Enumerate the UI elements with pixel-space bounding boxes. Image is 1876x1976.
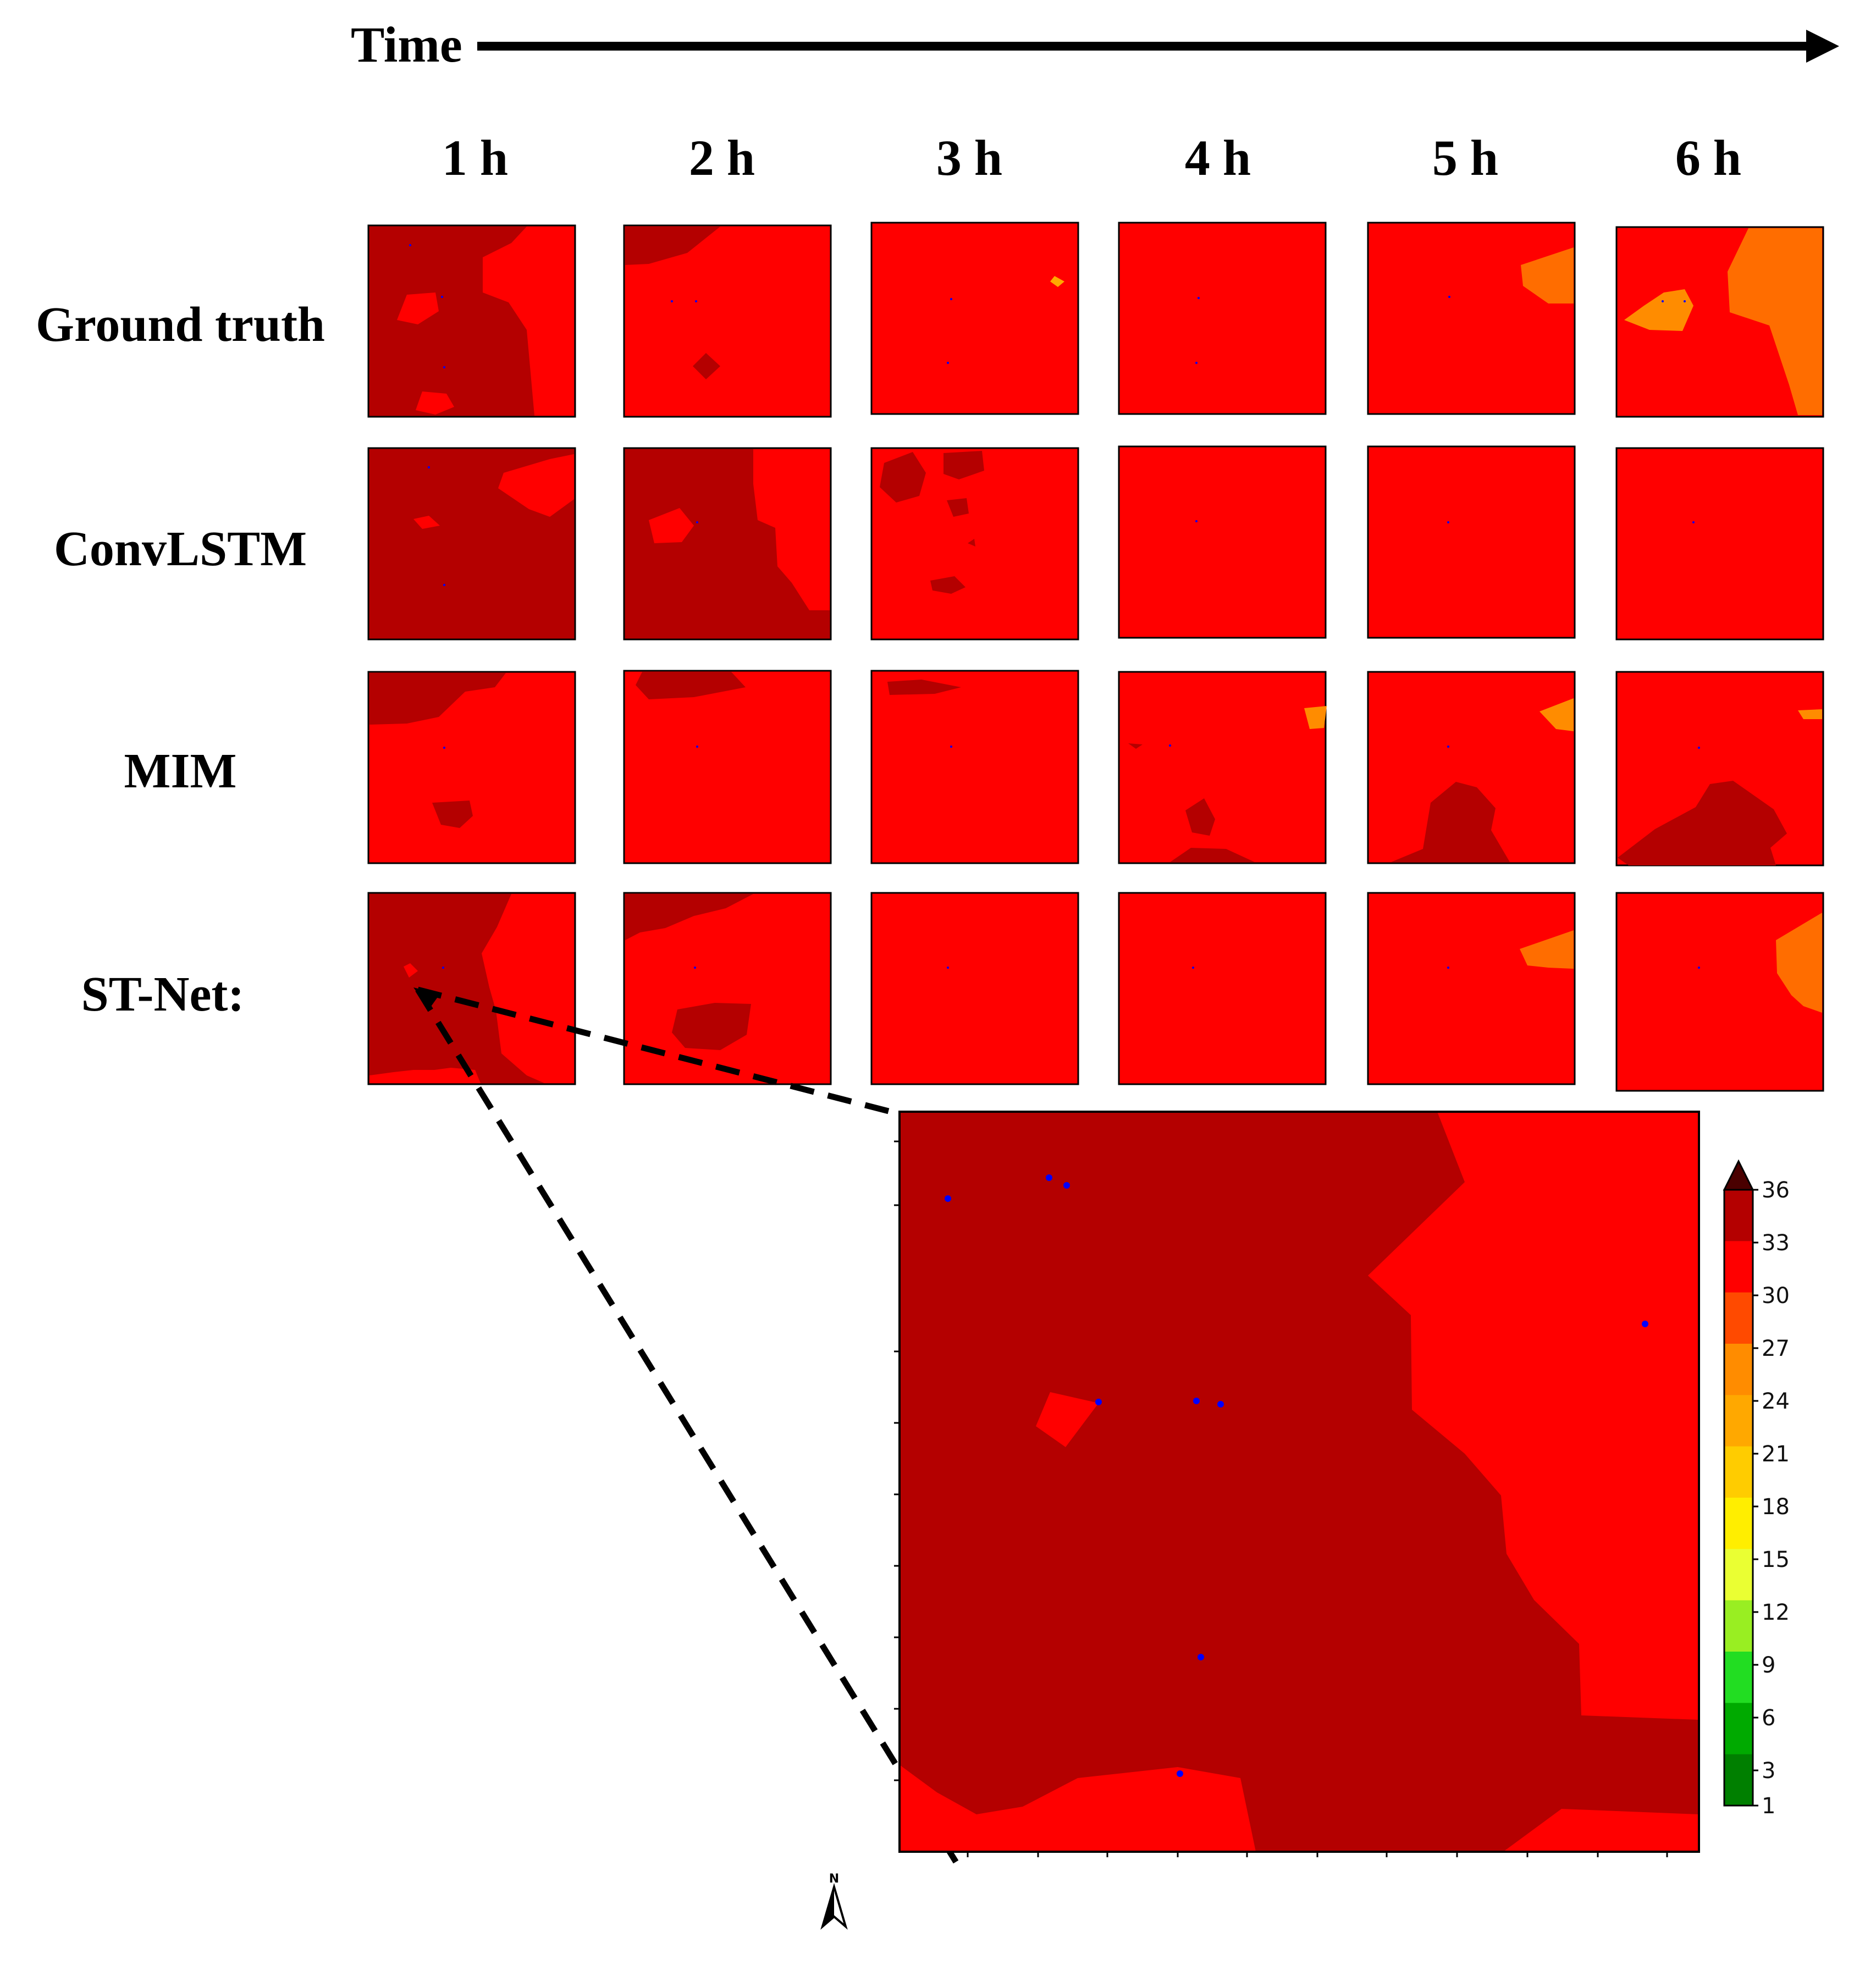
time-label: Time <box>351 16 462 73</box>
map-ground-truth-1h <box>367 224 576 418</box>
colorbar-tick-label: 18 <box>1762 1494 1790 1520</box>
colorbar-tick-label: 21 <box>1762 1442 1790 1467</box>
map-mim-3h <box>870 670 1079 864</box>
row-label-st-net: ST-Net: <box>81 967 245 1022</box>
map-st-net-6h <box>1615 892 1824 1092</box>
colorbar-frame <box>1723 1189 1754 1807</box>
map-ground-truth-6h <box>1615 226 1824 418</box>
map-mim-1h <box>367 671 576 864</box>
colorbar-tick-label: 30 <box>1762 1283 1790 1309</box>
colorbar-segment <box>1724 1498 1753 1549</box>
column-header-1h: 1 h <box>442 130 508 186</box>
map-ground-truth-5h <box>1367 222 1576 415</box>
map-convlstm-4h <box>1118 445 1327 639</box>
colorbar-segment <box>1724 1344 1753 1395</box>
colorbar-tick-label: 24 <box>1762 1389 1790 1414</box>
map-ground-truth-2h <box>623 224 832 418</box>
map-st-net-5h <box>1367 892 1576 1085</box>
colorbar-segment <box>1724 1754 1753 1806</box>
map-mim-4h <box>1118 671 1327 864</box>
map-convlstm-1h <box>367 447 576 641</box>
colorbar: 36 33 30 27 24 21 18 15 12 9 6 3 1 <box>1723 1159 1790 1819</box>
map-mim-2h <box>623 670 832 864</box>
colorbar-tick-label: 33 <box>1762 1230 1790 1256</box>
time-arrow-head <box>1806 30 1839 63</box>
map-st-net-2h <box>623 892 832 1085</box>
colorbar-tick-label: 1 <box>1762 1793 1775 1819</box>
column-header-6h: 6 h <box>1675 130 1741 186</box>
column-headers: 1 h 2 h 3 h 4 h 5 h 6 h <box>442 130 1741 186</box>
enlarged-map-axis-ticks <box>894 1140 1668 1857</box>
colorbar-tick-label: 6 <box>1762 1705 1775 1731</box>
colorbar-tick-label: 36 <box>1762 1178 1790 1203</box>
map-convlstm-5h <box>1367 445 1576 639</box>
map-mim-5h <box>1367 671 1576 864</box>
map-ground-truth-4h <box>1118 222 1327 415</box>
north-arrow: N <box>820 1872 848 1930</box>
colorbar-segment <box>1724 1395 1753 1447</box>
column-header-5h: 5 h <box>1432 130 1498 186</box>
zoom-indicator-lines <box>415 986 964 1867</box>
map-ground-truth-3h <box>870 222 1079 415</box>
colorbar-tick-label: 3 <box>1762 1758 1775 1784</box>
colorbar-tick-label: 15 <box>1762 1547 1790 1572</box>
map-convlstm-3h <box>870 447 1079 641</box>
map-convlstm-2h <box>623 447 832 641</box>
colorbar-segment <box>1724 1446 1753 1498</box>
column-header-4h: 4 h <box>1185 130 1251 186</box>
compass-icon-shade <box>823 1887 834 1927</box>
column-header-3h: 3 h <box>936 130 1002 186</box>
north-arrow-label: N <box>829 1872 839 1886</box>
column-header-2h: 2 h <box>689 130 755 186</box>
map-st-net-3h <box>870 892 1079 1085</box>
colorbar-segment <box>1724 1549 1753 1601</box>
colorbar-tick-label: 27 <box>1762 1336 1790 1361</box>
map-mim-6h <box>1615 671 1824 866</box>
colorbar-tick-label: 9 <box>1762 1653 1775 1678</box>
thumbnail-station-dots <box>409 244 1700 969</box>
colorbar-segment <box>1724 1190 1753 1241</box>
colorbar-segment <box>1724 1703 1753 1755</box>
row-labels: Ground truth ConvLSTM MIM ST-Net: <box>36 297 325 1022</box>
zoom-origin-arrowhead <box>413 987 440 1009</box>
map-st-net-4h <box>1118 892 1327 1085</box>
map-st-net-1h <box>367 892 576 1085</box>
row-label-ground-truth: Ground truth <box>36 297 325 352</box>
colorbar-tick-label: 12 <box>1762 1600 1790 1625</box>
row-label-mim: MIM <box>124 744 237 798</box>
map-convlstm-6h <box>1615 447 1824 641</box>
colorbar-segment <box>1724 1652 1753 1703</box>
row-label-convlstm: ConvLSTM <box>54 522 307 576</box>
enlarged-map-st-net-1h <box>898 1111 1700 1853</box>
colorbar-extend-arrow <box>1723 1159 1754 1191</box>
colorbar-segment <box>1724 1600 1753 1652</box>
colorbar-segment <box>1724 1292 1753 1344</box>
enlarged-map-station-dots <box>945 1174 1648 1777</box>
colorbar-segment <box>1724 1241 1753 1293</box>
